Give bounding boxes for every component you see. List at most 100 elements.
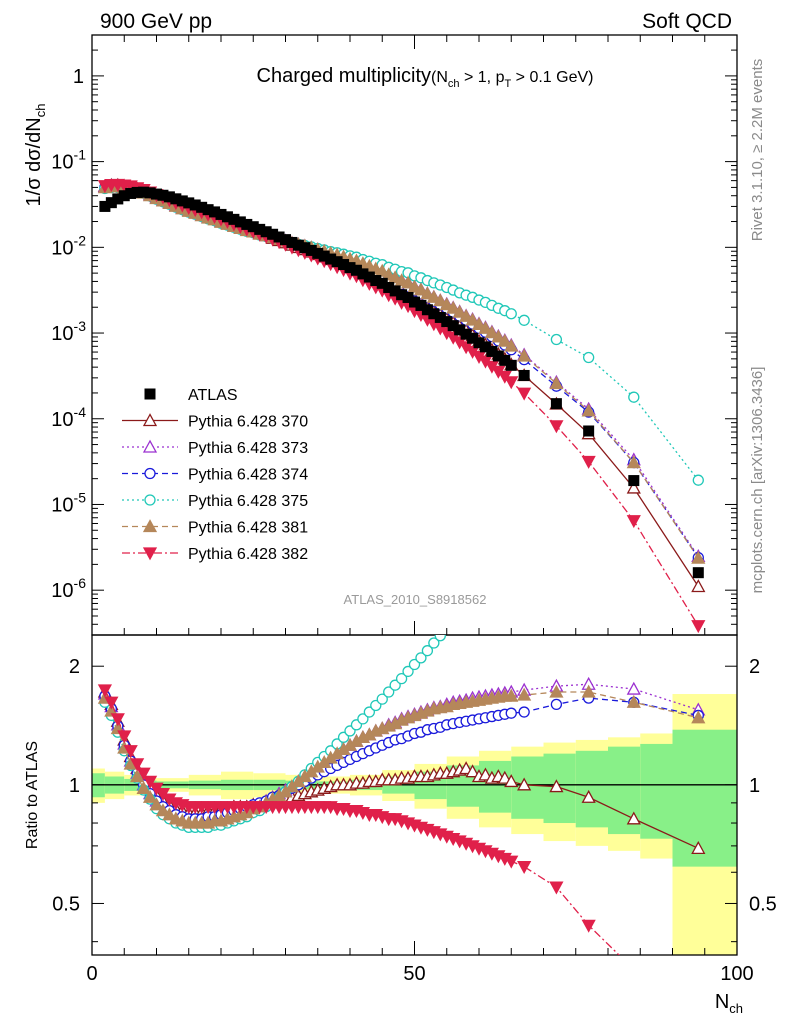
data-point-atlas: [125, 187, 137, 199]
data-point-atlas: [486, 345, 498, 357]
series-point-ratio-6: [130, 758, 145, 772]
y-axis-label-ratio: Ratio to ATLAS: [24, 741, 41, 849]
analysis-id-label: ATLAS_2010_S8918562: [344, 592, 487, 607]
y-tick-label-top: 10-6: [51, 575, 86, 602]
series-point-ratio-4: [408, 658, 421, 671]
y-tick-label-top: 10-3: [51, 318, 86, 345]
data-point-atlas: [112, 193, 124, 205]
data-point-atlas: [460, 328, 472, 340]
series-point-ratio-6: [549, 881, 564, 895]
y-tick-label-ratio-right: 1: [749, 775, 760, 797]
series-point-ratio-4: [434, 635, 446, 642]
svg-text:mcplots.cern.ch [arXiv:1306.34: mcplots.cern.ch [arXiv:1306.3436]: [749, 367, 766, 594]
data-point-atlas: [273, 231, 285, 243]
series-point-top-5: [426, 289, 441, 303]
data-point-atlas: [131, 186, 143, 198]
series-point-top-5: [471, 316, 487, 331]
series-point-top-6: [691, 620, 706, 634]
data-point-atlas: [492, 350, 504, 362]
legend-label-atlas: ATLAS: [188, 387, 238, 404]
x-tick-label: 100: [720, 963, 753, 985]
series-point-top-5: [691, 550, 706, 564]
data-point-atlas: [196, 201, 208, 213]
series-point-ratio-4: [584, 442, 594, 452]
header-right-label: Soft QCD: [642, 10, 732, 33]
data-point-atlas: [280, 234, 291, 246]
ratio-band-inner: [672, 729, 737, 867]
ratio-band-inner: [640, 743, 673, 839]
legend-marker-atlas: [144, 388, 156, 400]
data-point-atlas: [376, 277, 388, 289]
data-point-atlas: [325, 253, 337, 265]
data-point-atlas: [628, 475, 640, 487]
series-point-ratio-4: [376, 693, 388, 705]
series-point-top-6: [517, 387, 532, 401]
data-point-atlas: [267, 228, 279, 240]
data-point-atlas: [409, 296, 420, 308]
svg-text:1/σ dσ/dNch: 1/σ dσ/dNch: [23, 104, 48, 207]
series-point-ratio-3: [505, 707, 517, 719]
series-point-ratio-4: [500, 551, 510, 561]
data-point-atlas: [421, 304, 433, 316]
chart-title-cut: (Nch > 1, pT > 0.1 GeV): [431, 69, 593, 90]
series-point-ratio-4: [357, 713, 369, 725]
y-tick-label-top: 10-4: [51, 404, 86, 431]
data-point-atlas: [286, 236, 298, 248]
series-point-top-6: [626, 515, 641, 529]
data-point-atlas: [550, 398, 562, 410]
data-point-atlas: [299, 242, 311, 254]
y-tick-label-top: 1: [73, 66, 84, 88]
data-point-atlas: [202, 204, 214, 216]
legend-label-4: Pythia 6.428 375: [188, 493, 308, 510]
data-point-atlas: [221, 211, 233, 223]
legend-marker-5: [142, 519, 158, 533]
data-point-atlas: [241, 218, 253, 230]
series-point-ratio-4: [493, 561, 503, 571]
series-point-ratio-4: [519, 526, 529, 536]
series-point-ratio-6: [117, 730, 132, 744]
data-point-atlas: [344, 262, 356, 274]
data-point-atlas: [176, 195, 188, 207]
top-panel-series: [97, 177, 706, 634]
x-axis-label: Nch: [715, 991, 743, 1016]
series-point-ratio-1: [626, 811, 641, 825]
data-point-atlas: [357, 268, 369, 280]
data-point-atlas: [428, 308, 440, 320]
data-point-atlas: [363, 271, 375, 283]
data-point-atlas: [157, 189, 169, 201]
y-tick-label-ratio-left: 2: [69, 656, 80, 678]
series-point-ratio-5: [155, 803, 171, 817]
data-point-atlas: [151, 188, 162, 200]
series-point-ratio-6: [142, 775, 158, 789]
data-point-atlas: [105, 197, 117, 209]
legend-label-2: Pythia 6.428 373: [188, 440, 308, 457]
data-point-atlas: [183, 197, 195, 209]
series-point-top-5: [497, 333, 512, 347]
series-point-top-1: [691, 579, 706, 593]
series-point-top-5: [504, 338, 519, 352]
data-point-atlas: [254, 223, 266, 235]
series-point-ratio-4: [415, 652, 427, 664]
ratio-band-inner: [575, 750, 608, 828]
x-tick-label: 50: [403, 963, 425, 985]
data-point-atlas: [473, 337, 485, 349]
series-point-top-6: [581, 455, 596, 469]
rivet-label: Rivet 3.1.10, ≥ 2.2M events: [749, 59, 766, 242]
series-point-ratio-4: [421, 645, 434, 657]
series-point-ratio-1: [465, 764, 480, 778]
series-point-ratio-5: [626, 694, 641, 708]
data-point-atlas: [305, 244, 317, 256]
series-point-top-5: [626, 455, 641, 469]
series-point-top-4: [692, 474, 704, 486]
data-point-atlas: [402, 291, 414, 303]
data-point-atlas: [312, 247, 324, 259]
data-point-atlas: [415, 299, 427, 311]
data-point-atlas: [518, 369, 530, 381]
legend-label-5: Pythia 6.428 381: [188, 520, 308, 537]
series-point-ratio-4: [551, 485, 561, 495]
series-point-top-5: [452, 304, 467, 318]
series-point-top-5: [491, 329, 506, 343]
series-point-ratio-5: [517, 687, 532, 701]
series-point-top-4: [583, 351, 595, 364]
y-tick-label-top: 10-2: [51, 232, 86, 259]
